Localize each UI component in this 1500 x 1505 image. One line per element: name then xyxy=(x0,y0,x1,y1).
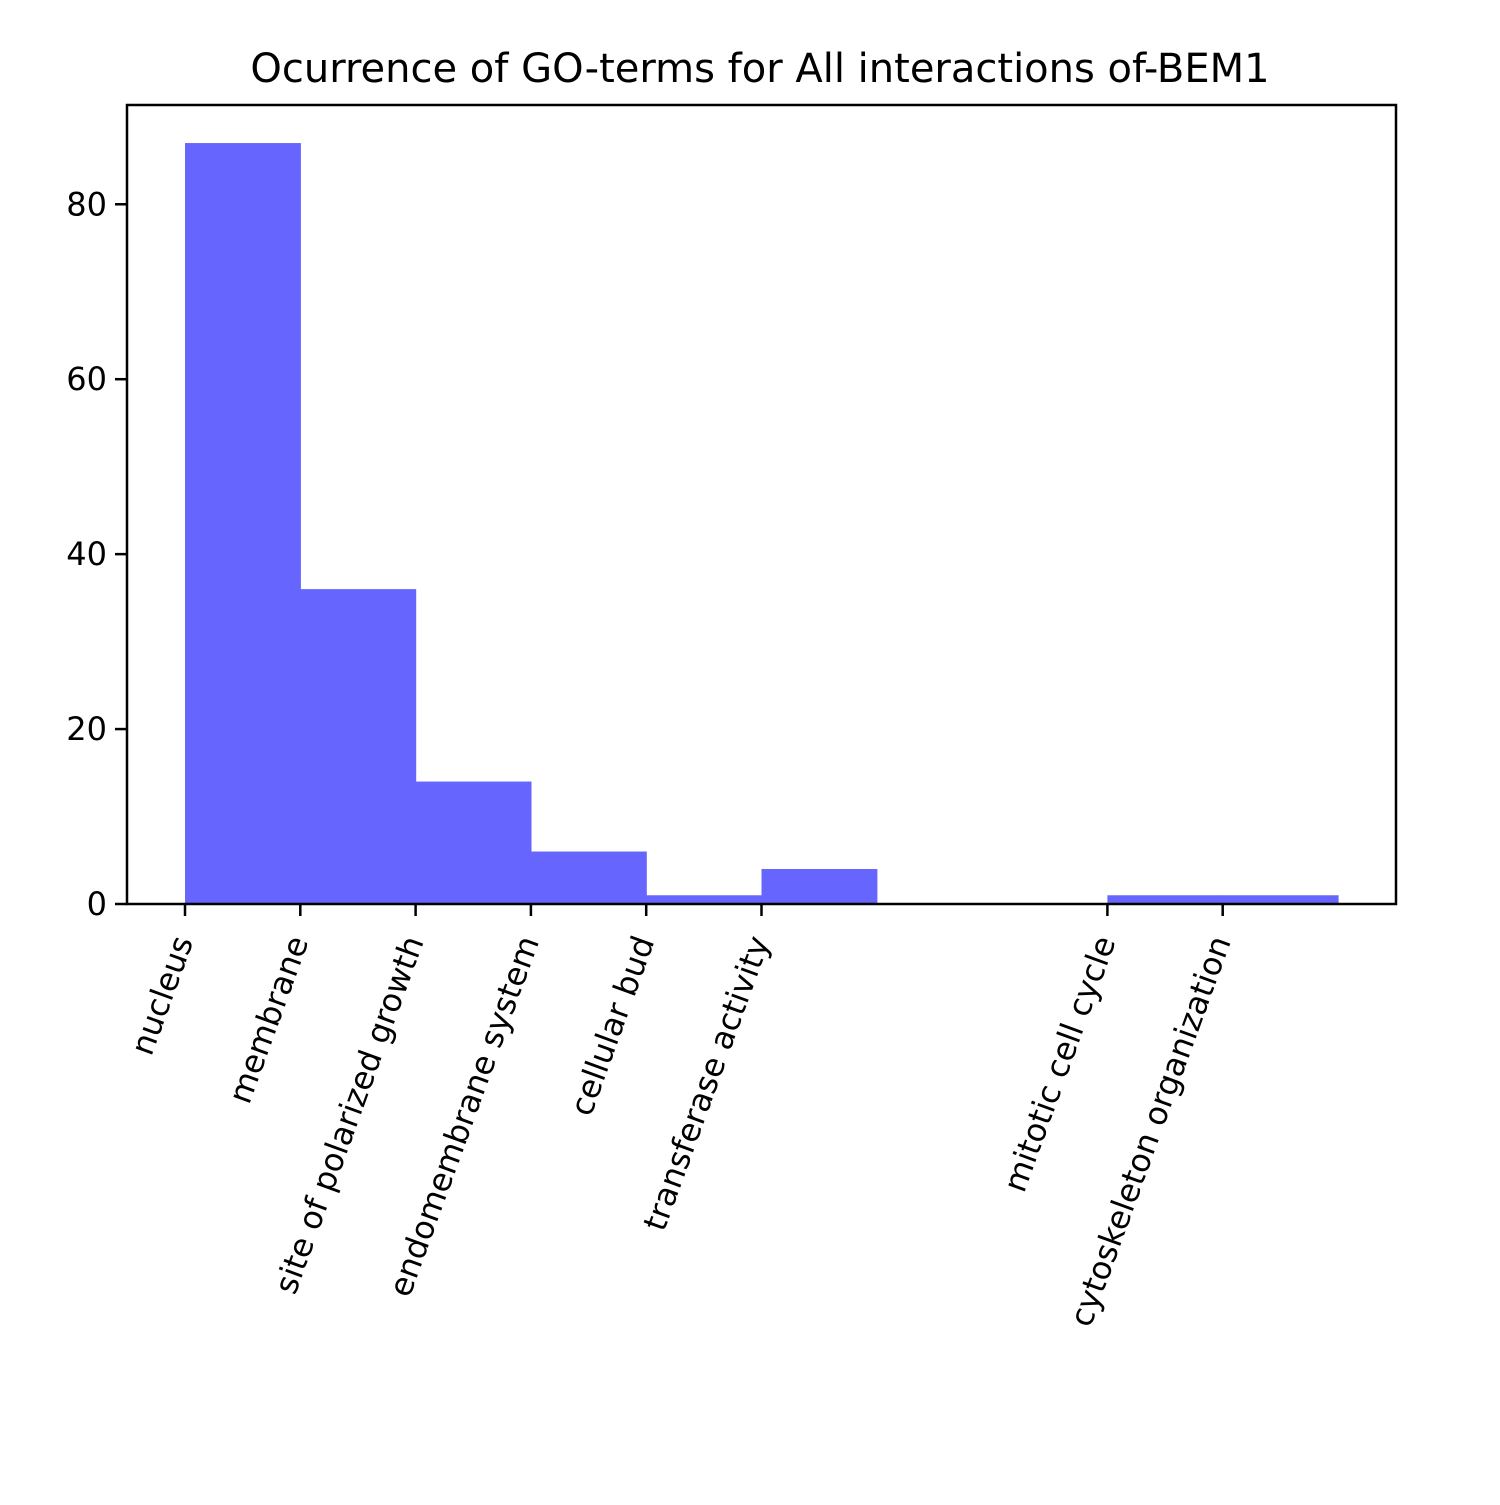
x-tick-label: nucleus xyxy=(123,931,201,1060)
bar-transferase-activity xyxy=(761,869,878,904)
x-tick-label: mitotic cell cycle xyxy=(996,931,1124,1197)
x-tick-label: cellular bud xyxy=(562,931,662,1121)
y-tick-label: 0 xyxy=(87,885,107,923)
bar-site-of-polarized-growth xyxy=(415,781,532,904)
x-tick-label: transferase activity xyxy=(636,931,778,1236)
chart-title: Ocurrence of GO-terms for All interactio… xyxy=(250,46,1269,92)
x-tick-label: membrane xyxy=(221,931,317,1109)
y-tick-label: 40 xyxy=(66,535,107,573)
bar-endomembrane-system xyxy=(530,851,647,904)
bar-nucleus xyxy=(185,143,301,905)
bars xyxy=(185,143,1339,905)
plot-frame xyxy=(125,103,1398,906)
y-tick-label: 20 xyxy=(66,710,107,748)
y-axis: 0 20 40 60 80 xyxy=(66,185,127,923)
bar-cellular-bud xyxy=(646,895,763,904)
y-tick-label: 80 xyxy=(66,185,107,223)
y-tick-label: 60 xyxy=(66,360,107,398)
bar-membrane xyxy=(300,589,417,904)
bar-mitotic-cell-cycle xyxy=(1107,895,1224,904)
bar-cytoskeleton-organization xyxy=(1222,895,1339,904)
